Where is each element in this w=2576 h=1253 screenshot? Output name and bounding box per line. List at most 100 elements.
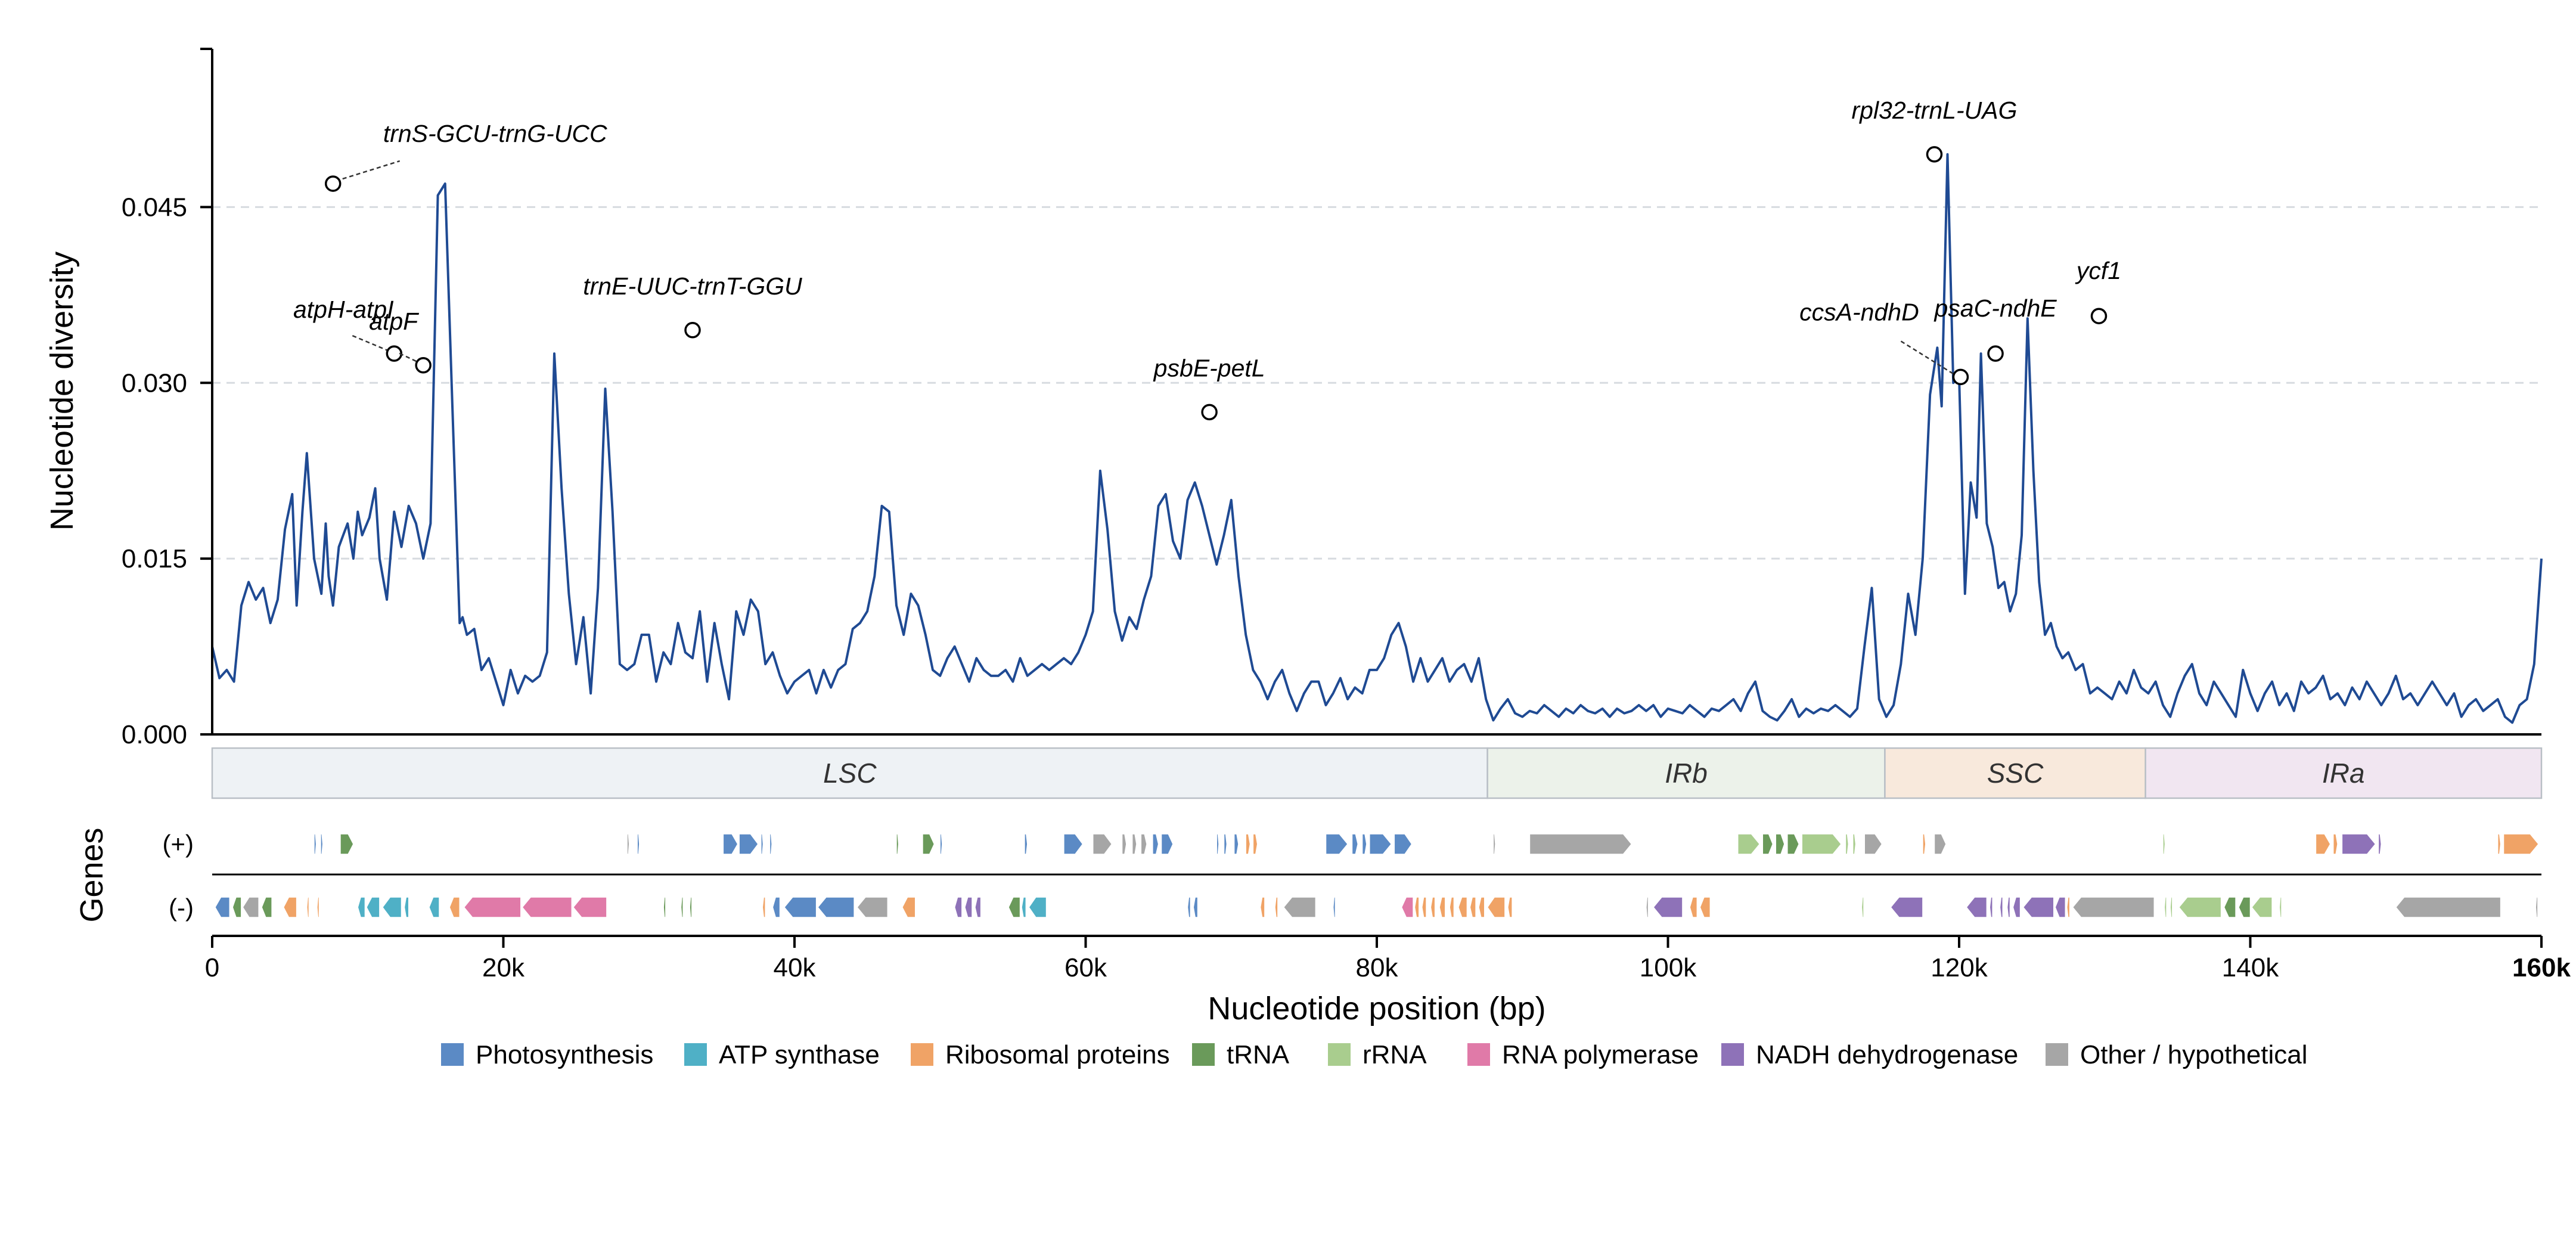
peak-marker xyxy=(1987,345,2004,362)
legend-swatch xyxy=(1467,1043,1490,1066)
x-tick-label: 0 xyxy=(205,953,219,982)
gridlines xyxy=(212,206,2541,560)
gene-minus xyxy=(762,897,766,918)
gene-plus xyxy=(939,833,943,855)
region-label: IRb xyxy=(1665,758,1708,789)
x-tick-label: 80k xyxy=(1356,953,1399,982)
gene-plus xyxy=(1369,833,1392,855)
region-label: IRa xyxy=(2322,758,2365,789)
gene-plus xyxy=(2341,833,2376,855)
y-tick-label: 0.000 xyxy=(122,720,187,749)
gene-plus xyxy=(1024,833,1028,855)
gene-plus xyxy=(1762,833,1774,855)
gene-minus xyxy=(2006,897,2011,918)
genome-regions: LSC IRb SSC IRa xyxy=(211,747,2543,799)
peak-marker xyxy=(324,175,342,192)
gene-minus xyxy=(2395,897,2501,918)
gene-minus xyxy=(316,897,320,918)
legend-label: rRNA xyxy=(1363,1040,1427,1069)
gene-minus xyxy=(2170,897,2173,918)
gene-minus xyxy=(1457,897,1468,918)
region-label: SSC xyxy=(1987,758,2044,789)
gene-minus xyxy=(2072,897,2155,918)
gene-plus xyxy=(314,833,317,855)
peak-label: trnE-UUC-trnT-GGU xyxy=(583,272,802,300)
peak-marker xyxy=(1926,146,1943,163)
gene-plus xyxy=(1351,833,1359,855)
gene-minus xyxy=(522,897,573,918)
peak-label: psaC-ndhE xyxy=(1933,294,2057,322)
peak-label: rpl32-trnL-UAG xyxy=(1851,97,2017,124)
gene-minus xyxy=(1421,897,1427,918)
genes-track-title: Genes xyxy=(74,827,110,922)
gene-plus xyxy=(1063,833,1084,855)
gene-plus xyxy=(2497,833,2501,855)
peak-label: ccsA-ndhD xyxy=(1799,298,1919,325)
gene-minus xyxy=(772,897,781,918)
gene-plus xyxy=(626,833,630,855)
gene-minus xyxy=(954,897,963,918)
gene-minus xyxy=(1449,897,1455,918)
x-tick-label: 40k xyxy=(774,953,817,982)
gene-plus xyxy=(1845,833,1849,855)
gene-minus xyxy=(1469,897,1476,918)
gene-plus xyxy=(722,833,738,855)
gene-plus xyxy=(1787,833,1800,855)
gene-minus xyxy=(463,897,522,918)
gene-minus xyxy=(404,897,409,918)
gene-plus xyxy=(1492,833,1496,855)
gene-minus xyxy=(974,897,982,918)
legend-swatch xyxy=(441,1043,464,1066)
gene-plus xyxy=(896,833,899,855)
y-axis-title: Nucleotide diversity xyxy=(44,252,80,531)
gene-minus xyxy=(2223,897,2236,918)
gene-minus xyxy=(680,897,684,918)
peak-label: trnS-GCU-trnG-UCC xyxy=(383,120,607,147)
gene-plus xyxy=(1737,833,1761,855)
gene-minus xyxy=(2054,897,2066,918)
legend-label: ATP synthase xyxy=(719,1040,880,1069)
gene-minus xyxy=(856,897,889,918)
gene-plus xyxy=(1252,833,1258,855)
gene-minus xyxy=(2535,897,2538,918)
peak-label: atpF xyxy=(369,308,419,335)
region-ssc xyxy=(1884,747,2146,799)
gene-minus xyxy=(572,897,607,918)
peak-marker xyxy=(415,357,432,374)
gene-minus xyxy=(817,897,855,918)
gene-plus xyxy=(340,833,354,855)
gene-plus xyxy=(761,833,764,855)
gene-plus xyxy=(922,833,935,855)
gene-plus xyxy=(738,833,759,855)
diversity-line-layer xyxy=(211,153,2543,724)
gene-minus xyxy=(1401,897,1414,918)
gene-minus xyxy=(2238,897,2251,918)
gene-plus xyxy=(1233,833,1239,855)
gene-minus xyxy=(1028,897,1047,918)
peak-label: psbE-petL xyxy=(1153,354,1265,382)
gene-minus xyxy=(1646,897,1649,918)
peak-leader xyxy=(352,334,390,352)
gene-minus xyxy=(306,897,310,918)
gene-minus xyxy=(1989,897,1993,918)
peak-marker xyxy=(684,322,701,339)
gene-plus xyxy=(1160,833,1174,855)
gene-plus xyxy=(1140,833,1147,855)
axes: Nucleotide diversity Nucleotide position… xyxy=(44,48,2571,1026)
gene-minus xyxy=(449,897,460,918)
gene-plus xyxy=(1121,833,1127,855)
legend: Photosynthesis ATP synthase Ribosomal prot… xyxy=(441,1040,2308,1069)
gene-minus xyxy=(1689,897,1698,918)
gene-plus xyxy=(1131,833,1137,855)
gene-plus xyxy=(1864,833,1883,855)
gene-minus xyxy=(1259,897,1265,918)
gene-minus xyxy=(215,897,231,918)
gene-plus xyxy=(1529,833,1632,855)
peak-marker xyxy=(386,345,403,362)
gene-minus xyxy=(1187,897,1191,918)
gene-minus xyxy=(964,897,973,918)
gene-minus xyxy=(1008,897,1021,918)
gene-minus xyxy=(1699,897,1711,918)
gene-plus xyxy=(1801,833,1842,855)
legend-label: tRNA xyxy=(1227,1040,1290,1069)
